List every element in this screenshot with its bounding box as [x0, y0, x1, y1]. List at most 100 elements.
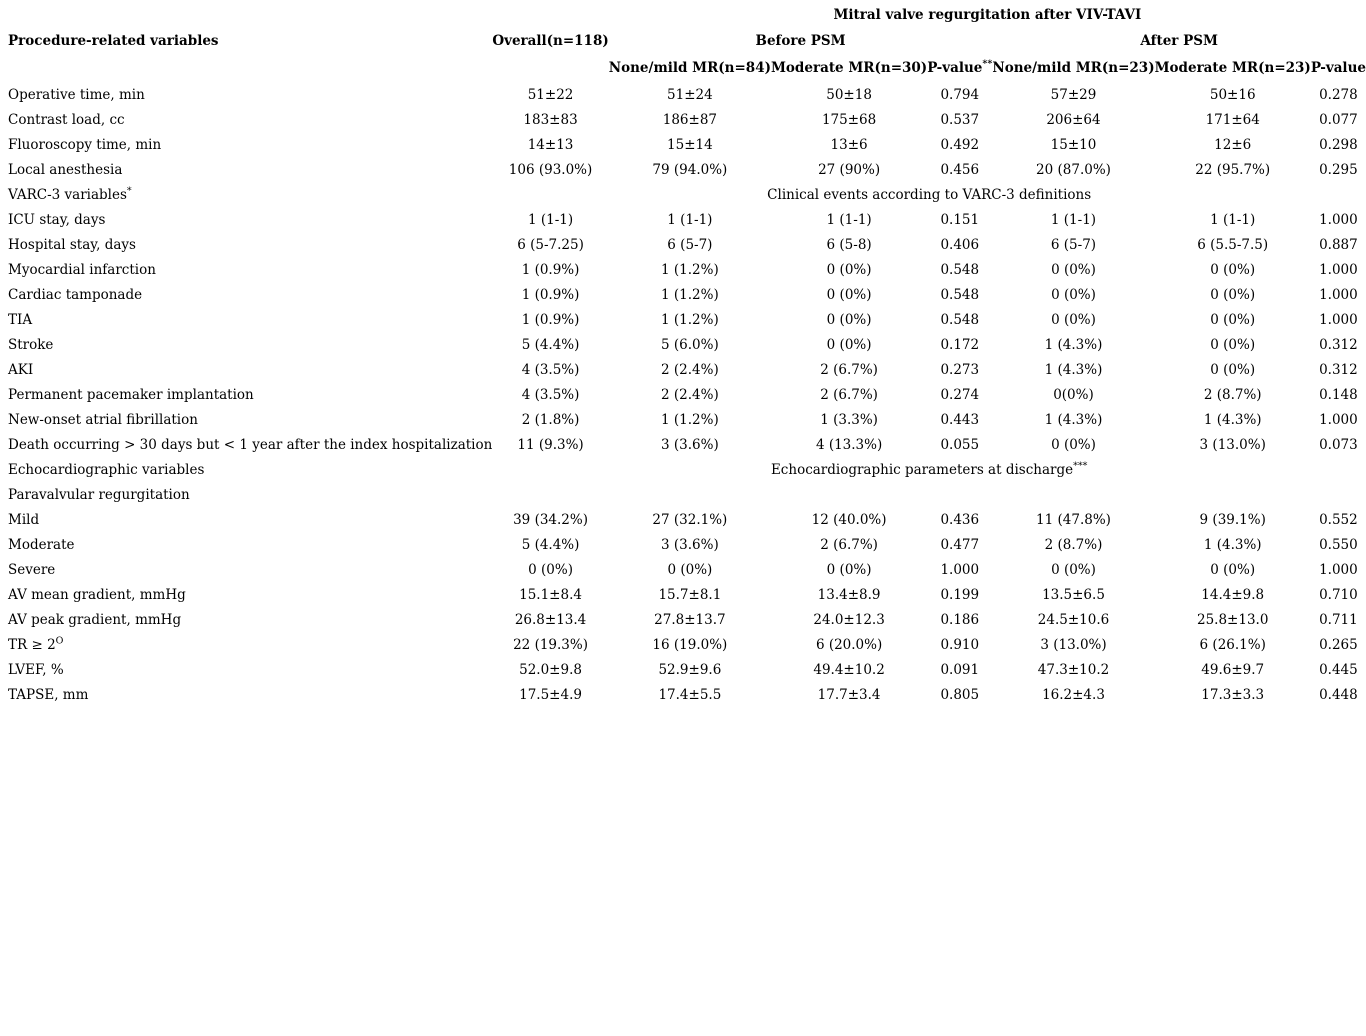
- overall-header: Overall(n=118): [492, 32, 609, 49]
- data-cell: 15.7±8.1: [658, 586, 722, 603]
- data-cell: 16.2±4.3: [1042, 686, 1105, 703]
- data-cell: 25.8±13.0: [1196, 611, 1269, 628]
- table-row: Cardiac tamponade 1 (0.9%) 1 (1.2%) 0 (0%) 0…: [8, 283, 1366, 308]
- data-cell: 15.1±8.4: [519, 586, 582, 603]
- row-label: Death occurring > 30 days but < 1 year a…: [8, 436, 493, 453]
- data-cell: 1.000: [1319, 211, 1358, 228]
- section-row: VARC-3 variables* Clinical events accordi…: [8, 183, 1366, 208]
- data-cell: 6 (5-8): [826, 236, 872, 253]
- data-cell: 39 (34.2%): [513, 511, 588, 528]
- data-cell: 50±16: [1209, 86, 1256, 103]
- data-cell: 1.000: [1319, 311, 1358, 328]
- data-cell: 0.312: [1319, 361, 1358, 378]
- before-moderate-header: Moderate MR(n=30): [770, 60, 928, 77]
- data-cell: 0 (0%): [1051, 436, 1096, 453]
- data-cell: 1 (1-1): [667, 211, 713, 228]
- data-cell: 0 (0%): [1210, 311, 1256, 328]
- header-row-subgroups: None/mild MR(n=84) Moderate MR(n=30) P-v…: [8, 55, 1366, 83]
- data-cell: 2 (2.4%): [661, 386, 719, 403]
- table-row: Fluoroscopy time, min 14±13 15±14 13±6 0.492…: [8, 133, 1366, 158]
- data-cell: 3 (3.6%): [661, 536, 719, 553]
- data-cell: 0.548: [940, 261, 980, 278]
- data-cell: 15±10: [1050, 136, 1097, 153]
- data-cell: 106 (93.0%): [508, 161, 593, 178]
- data-cell: 0.552: [1319, 511, 1358, 528]
- table-row: Local anesthesia 106 (93.0%) 79 (94.0%) 27 …: [8, 158, 1366, 183]
- data-cell: 51±24: [667, 86, 713, 103]
- data-cell: 12±6: [1214, 136, 1252, 153]
- data-cell: 0 (0%): [826, 311, 872, 328]
- table-row: AKI 4 (3.5%) 2 (2.4%) 2 (6.7%) 0.273 1 (4.3%)…: [8, 358, 1366, 383]
- row-label: Stroke: [8, 336, 54, 353]
- data-cell: 0.443: [940, 411, 980, 428]
- data-cell: [492, 483, 608, 508]
- data-cell: 79 (94.0%): [652, 161, 728, 178]
- data-cell: [771, 483, 927, 508]
- data-cell: 1.000: [1319, 286, 1358, 303]
- row-label-superscript: *: [126, 185, 132, 197]
- data-cell: 1.000: [1319, 411, 1358, 428]
- data-cell: 2 (6.7%): [820, 361, 878, 378]
- data-cell: 0.910: [940, 636, 980, 653]
- data-cell: 0 (0%): [1051, 286, 1096, 303]
- header-spacer: [8, 4, 609, 28]
- data-cell: 0.548: [940, 311, 980, 328]
- data-cell: 0.274: [940, 386, 980, 403]
- data-cell: 22 (19.3%): [513, 636, 588, 653]
- row-label: ICU stay, days: [8, 211, 106, 228]
- data-cell: 0.199: [940, 586, 980, 603]
- data-cell: 26.8±13.4: [514, 611, 587, 628]
- row-label: Permanent pacemaker implantation: [8, 386, 254, 403]
- header-spacer: [8, 55, 492, 83]
- data-cell: 1 (1-1): [1050, 211, 1097, 228]
- data-cell: 0 (0%): [1210, 336, 1256, 353]
- table-row: ICU stay, days 1 (1-1) 1 (1-1) 1 (1-1) 0.151…: [8, 208, 1366, 233]
- table-row: Paravalvular regurgitation: [8, 483, 1366, 508]
- page-root: Mitral valve regurgitation after VIV-TAV…: [0, 4, 1366, 1036]
- data-cell: 0 (0%): [667, 561, 713, 578]
- data-cell: 14.4±9.8: [1201, 586, 1265, 603]
- data-cell: 1.000: [940, 561, 980, 578]
- data-cell: 51±22: [527, 86, 574, 103]
- data-cell: 1 (0.9%): [521, 261, 580, 278]
- row-label: TAPSE, mm: [8, 686, 89, 703]
- data-cell: 171±64: [1205, 111, 1260, 128]
- data-cell: [1311, 483, 1366, 508]
- row-label: Fluoroscopy time, min: [8, 136, 162, 153]
- procedure-variables-table: Mitral valve regurgitation after VIV-TAV…: [8, 4, 1366, 708]
- after-pvalue-header: P-value: [1310, 60, 1366, 77]
- data-cell: 27.8±13.7: [654, 611, 726, 628]
- table-body: Operative time, min 51±22 51±24 50±18 0.794 5…: [8, 83, 1366, 708]
- table-row: TIA 1 (0.9%) 1 (1.2%) 0 (0%) 0.548 0 (0%) 0 (0…: [8, 308, 1366, 333]
- data-cell: 0.805: [940, 686, 980, 703]
- data-cell: 0.148: [1319, 386, 1358, 403]
- data-cell: 49.6±9.7: [1201, 661, 1265, 678]
- data-cell: 52.9±9.6: [658, 661, 722, 678]
- data-cell: 1 (4.3%): [1044, 336, 1103, 353]
- table-row: TAPSE, mm 17.5±4.9 17.4±5.5 17.7±3.4 0.805 16…: [8, 683, 1366, 708]
- data-cell: 0.477: [940, 536, 980, 553]
- row-label: TR ≥ 2O: [8, 635, 64, 653]
- data-cell: 17.5±4.9: [519, 686, 582, 703]
- row-label: AV peak gradient, mmHg: [8, 611, 182, 628]
- table-row: Hospital stay, days 6 (5-7.25) 6 (5-7) 6 (5…: [8, 233, 1366, 258]
- data-cell: 1 (1.2%): [661, 261, 719, 278]
- table-row: Operative time, min 51±22 51±24 50±18 0.794 5…: [8, 83, 1366, 108]
- data-cell: 12 (40.0%): [811, 511, 887, 528]
- row-label: VARC-3 variables*: [8, 185, 132, 203]
- data-cell: 17.7±3.4: [817, 686, 881, 703]
- row-label: Echocardiographic variables: [8, 461, 205, 478]
- data-cell: 4 (3.5%): [521, 386, 580, 403]
- data-cell: 6 (20.0%): [815, 636, 883, 653]
- row-label: Mild: [8, 511, 40, 528]
- header-spacer: [492, 55, 608, 83]
- data-cell: 4 (13.3%): [815, 436, 883, 453]
- table-row: New-onset atrial fibrillation 2 (1.8%) 1 (…: [8, 408, 1366, 433]
- table-row: Contrast load, cc 183±83 186±87 175±68 0.537…: [8, 108, 1366, 133]
- row-label: AKI: [8, 361, 34, 378]
- row-label: Myocardial infarction: [8, 261, 156, 278]
- data-cell: 17.3±3.3: [1201, 686, 1265, 703]
- table-row: LVEF, % 52.0±9.8 52.9±9.6 49.4±10.2 0.091 47.…: [8, 658, 1366, 683]
- table-row: AV peak gradient, mmHg 26.8±13.4 27.8±13.7…: [8, 608, 1366, 633]
- data-cell: 0 (0%): [826, 286, 872, 303]
